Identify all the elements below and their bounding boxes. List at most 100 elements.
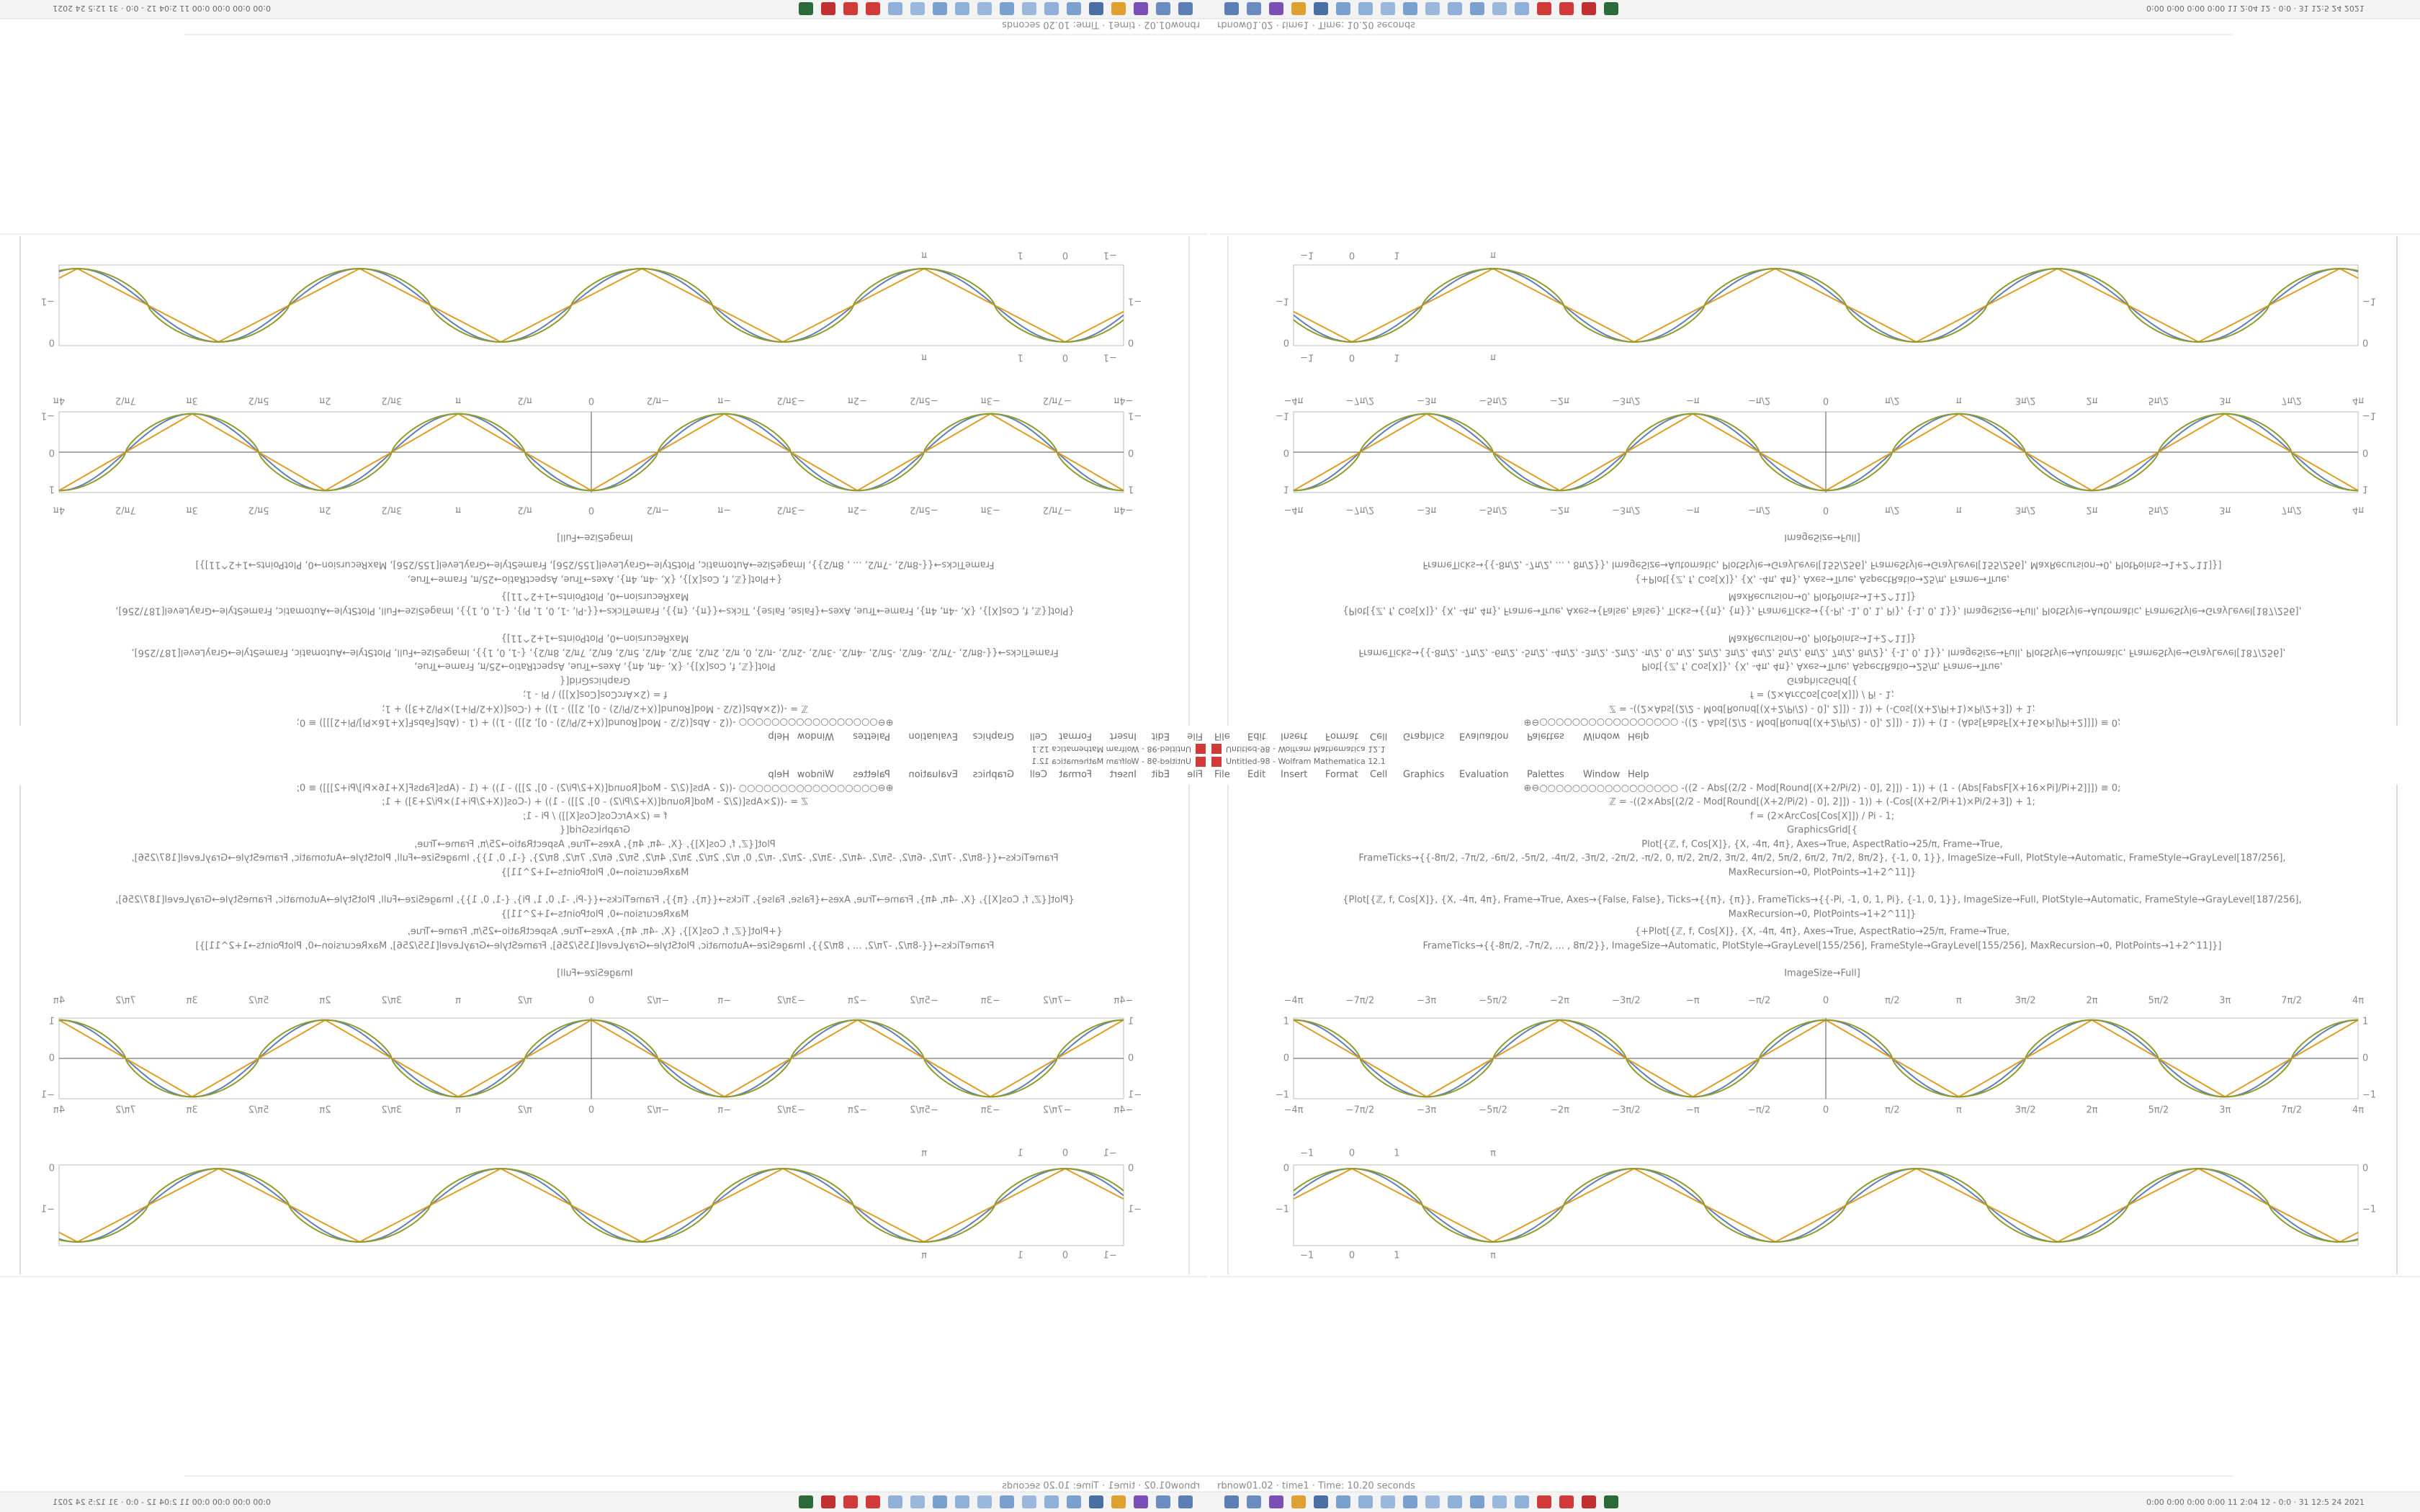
taskbar-icon[interactable] xyxy=(1178,1495,1193,1508)
taskbar-icon[interactable] xyxy=(1336,1495,1350,1508)
taskbar-icon[interactable] xyxy=(955,1495,969,1508)
menu-item[interactable]: Insert xyxy=(1281,731,1307,742)
taskbar-icon[interactable] xyxy=(799,1495,813,1508)
menu-item[interactable]: Window xyxy=(1583,731,1621,742)
taskbar-icon[interactable] xyxy=(1470,1495,1484,1508)
taskbar-icon[interactable] xyxy=(1044,2,1059,15)
taskbar-icon[interactable] xyxy=(1134,1495,1148,1508)
menu-item[interactable]: Evaluation xyxy=(1459,770,1509,780)
taskbar-icon[interactable] xyxy=(1247,1495,1261,1508)
taskbar-icon[interactable] xyxy=(1067,2,1081,15)
taskbar-icon[interactable] xyxy=(1224,2,1239,15)
taskbar-icon[interactable] xyxy=(888,1495,902,1508)
taskbar-icon[interactable] xyxy=(1492,1495,1507,1508)
taskbar-icon[interactable] xyxy=(933,1495,947,1508)
taskbar-icon[interactable] xyxy=(888,2,902,15)
menu-item[interactable]: Help xyxy=(1628,770,1649,780)
taskbar-icon[interactable] xyxy=(1403,2,1417,15)
taskbar-icon[interactable] xyxy=(1604,2,1618,15)
taskbar-icon[interactable] xyxy=(1000,1495,1014,1508)
menu-item[interactable]: Graphics xyxy=(972,731,1014,742)
taskbar-icon[interactable] xyxy=(1470,2,1484,15)
taskbar-icon[interactable] xyxy=(977,1495,992,1508)
menu-item[interactable]: Palettes xyxy=(853,731,890,742)
taskbar-icon[interactable] xyxy=(1448,2,1462,15)
menu-item[interactable]: Cell xyxy=(1030,770,1047,780)
menu-item[interactable]: Window xyxy=(1583,770,1621,780)
close-icon[interactable] xyxy=(1211,744,1222,754)
menu-item[interactable]: Help xyxy=(1628,731,1649,742)
taskbar-icon[interactable] xyxy=(1537,1495,1551,1508)
menu-item[interactable]: Evaluation xyxy=(908,770,958,780)
taskbar-icon[interactable] xyxy=(843,1495,858,1508)
menu-item[interactable]: Format xyxy=(1059,731,1092,742)
menu-item[interactable]: Insert xyxy=(1110,731,1137,742)
taskbar-icon[interactable] xyxy=(1269,2,1283,15)
taskbar-icon[interactable] xyxy=(977,2,992,15)
menu-item[interactable]: Cell xyxy=(1370,770,1387,780)
menu-item[interactable]: File xyxy=(1214,770,1230,780)
taskbar-icon[interactable] xyxy=(1515,1495,1529,1508)
taskbar-icon[interactable] xyxy=(1269,1495,1283,1508)
close-icon[interactable] xyxy=(1196,744,1206,754)
menu-item[interactable]: File xyxy=(1187,770,1203,780)
taskbar-icon[interactable] xyxy=(1111,1495,1126,1508)
taskbar-icon[interactable] xyxy=(933,2,947,15)
taskbar-icon[interactable] xyxy=(799,2,813,15)
taskbar-icon[interactable] xyxy=(1604,1495,1618,1508)
menu-item[interactable]: Evaluation xyxy=(908,731,958,742)
taskbar-icon[interactable] xyxy=(1559,1495,1574,1508)
menu-item[interactable]: Format xyxy=(1325,731,1358,742)
menu-item[interactable]: Format xyxy=(1059,770,1092,780)
menu-item[interactable]: Palettes xyxy=(853,770,890,780)
taskbar-icon[interactable] xyxy=(1314,1495,1328,1508)
menu-item[interactable]: Palettes xyxy=(1527,731,1564,742)
taskbar-icon[interactable] xyxy=(1381,1495,1395,1508)
taskbar-icon[interactable] xyxy=(1111,2,1126,15)
taskbar-icon[interactable] xyxy=(1022,1495,1036,1508)
taskbar-icon[interactable] xyxy=(866,2,880,15)
menu-item[interactable]: Format xyxy=(1325,770,1358,780)
menu-item[interactable]: Edit xyxy=(1152,731,1170,742)
taskbar-icon[interactable] xyxy=(1381,2,1395,15)
taskbar-icon[interactable] xyxy=(1448,1495,1462,1508)
menu-item[interactable]: Cell xyxy=(1370,731,1387,742)
taskbar-icon[interactable] xyxy=(1178,2,1193,15)
menu-item[interactable]: Help xyxy=(768,731,789,742)
menu-item[interactable]: Window xyxy=(797,770,834,780)
menu-item[interactable]: File xyxy=(1214,731,1230,742)
taskbar-icon[interactable] xyxy=(1559,2,1574,15)
taskbar-icon[interactable] xyxy=(1291,2,1306,15)
taskbar-icon[interactable] xyxy=(1156,2,1170,15)
taskbar-icon[interactable] xyxy=(1022,2,1036,15)
taskbar-icon[interactable] xyxy=(1336,2,1350,15)
taskbar-icon[interactable] xyxy=(866,1495,880,1508)
menu-item[interactable]: Graphics xyxy=(1403,731,1445,742)
menu-item[interactable]: Help xyxy=(768,770,789,780)
taskbar-icon[interactable] xyxy=(1492,2,1507,15)
menu-item[interactable]: Evaluation xyxy=(1459,731,1509,742)
menu-item[interactable]: Insert xyxy=(1281,770,1307,780)
taskbar-icon[interactable] xyxy=(843,2,858,15)
taskbar-icon[interactable] xyxy=(1291,1495,1306,1508)
taskbar-icon[interactable] xyxy=(821,1495,835,1508)
menu-item[interactable]: Graphics xyxy=(1403,770,1445,780)
taskbar-icon[interactable] xyxy=(1089,1495,1103,1508)
taskbar-icon[interactable] xyxy=(955,2,969,15)
taskbar-icon[interactable] xyxy=(1403,1495,1417,1508)
menu-item[interactable]: Window xyxy=(797,731,834,742)
menu-item[interactable]: Edit xyxy=(1247,770,1265,780)
taskbar-icon[interactable] xyxy=(1247,2,1261,15)
taskbar-icon[interactable] xyxy=(1089,2,1103,15)
taskbar-icon[interactable] xyxy=(821,2,835,15)
taskbar-icon[interactable] xyxy=(1224,1495,1239,1508)
menu-item[interactable]: Graphics xyxy=(972,770,1014,780)
taskbar-icon[interactable] xyxy=(1582,2,1596,15)
taskbar-icon[interactable] xyxy=(1358,1495,1373,1508)
taskbar-icon[interactable] xyxy=(1425,2,1440,15)
close-icon[interactable] xyxy=(1211,757,1222,767)
menu-item[interactable]: Insert xyxy=(1110,770,1137,780)
taskbar-icon[interactable] xyxy=(1156,1495,1170,1508)
close-icon[interactable] xyxy=(1196,757,1206,767)
taskbar-icon[interactable] xyxy=(1044,1495,1059,1508)
